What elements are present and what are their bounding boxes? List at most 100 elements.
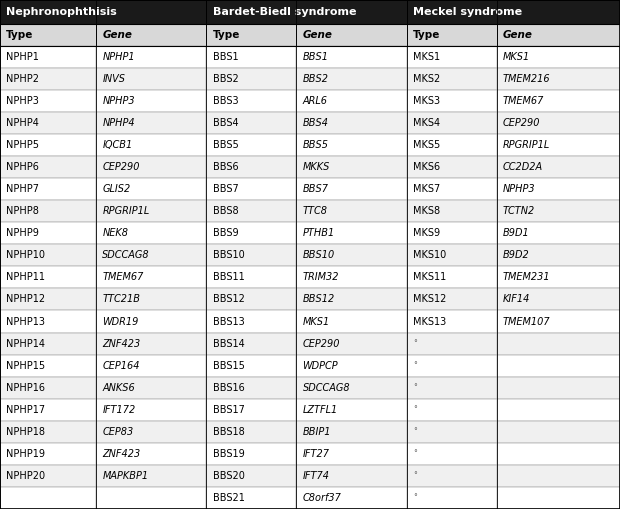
Text: BBS12: BBS12 [303,295,335,304]
Bar [407,487,497,509]
Text: RPGRIP1L: RPGRIP1L [102,206,149,216]
Text: Type: Type [413,30,440,40]
Text: BBS21: BBS21 [213,493,244,503]
Text: BBS5: BBS5 [213,140,239,150]
Bar [96,112,206,134]
Bar [407,399,497,421]
Text: BBS4: BBS4 [303,118,329,128]
Text: BBS2: BBS2 [303,74,329,84]
Bar [296,289,407,310]
Bar [497,46,620,68]
Bar [497,68,620,90]
Text: °: ° [413,405,417,414]
Text: NPHP9: NPHP9 [6,229,39,238]
Text: IFT74: IFT74 [303,471,330,481]
Text: GLIS2: GLIS2 [102,184,131,194]
Text: NPHP1: NPHP1 [102,52,135,62]
Text: MKS13: MKS13 [413,317,446,326]
Bar [407,112,497,134]
Text: CEP290: CEP290 [503,118,540,128]
Bar [296,244,407,266]
Text: C8orf37: C8orf37 [303,493,342,503]
Bar [497,487,620,509]
Text: B9D2: B9D2 [503,250,529,260]
Text: TRIM32: TRIM32 [303,272,339,282]
Bar [206,421,296,443]
Text: SDCCAG8: SDCCAG8 [303,383,350,392]
Text: MKS1: MKS1 [303,317,330,326]
Text: ZNF423: ZNF423 [102,338,141,349]
Text: BBS8: BBS8 [213,206,238,216]
Text: WDR19: WDR19 [102,317,139,326]
Bar [407,332,497,355]
Text: CC2D2A: CC2D2A [503,162,543,172]
Text: °: ° [413,339,417,348]
Bar [407,200,497,222]
Bar [0,465,96,487]
Text: BBIP1: BBIP1 [303,427,331,437]
Bar [497,377,620,399]
Bar [497,90,620,112]
Text: BBS12: BBS12 [213,295,244,304]
Text: NPHP2: NPHP2 [6,74,39,84]
Bar [206,134,296,156]
Bar [497,24,620,46]
Bar [296,222,407,244]
Bar [0,200,96,222]
Text: NPHP4: NPHP4 [6,118,39,128]
Text: Gene: Gene [303,30,332,40]
Bar [96,222,206,244]
Text: NEK8: NEK8 [102,229,128,238]
Bar [0,134,96,156]
Text: WDPCP: WDPCP [303,361,338,371]
Text: INVS: INVS [102,74,125,84]
Text: BBS10: BBS10 [303,250,335,260]
Text: BBS13: BBS13 [213,317,244,326]
Text: NPHP6: NPHP6 [6,162,39,172]
Text: MKS12: MKS12 [413,295,446,304]
Text: NPHP8: NPHP8 [6,206,39,216]
Bar [497,332,620,355]
Text: NPHP16: NPHP16 [6,383,45,392]
Bar [96,68,206,90]
Bar [296,68,407,90]
Bar [0,24,96,46]
Bar [206,310,296,332]
Bar [296,355,407,377]
Bar [497,200,620,222]
Text: BBS7: BBS7 [213,184,239,194]
Text: MKS1: MKS1 [413,52,440,62]
Text: MKS6: MKS6 [413,162,440,172]
Bar [407,244,497,266]
Text: NPHP20: NPHP20 [6,471,45,481]
Text: NPHP15: NPHP15 [6,361,45,371]
Bar [96,465,206,487]
Bar [497,156,620,178]
Bar [497,178,620,200]
Bar [407,421,497,443]
Text: PTHB1: PTHB1 [303,229,335,238]
Text: MKS10: MKS10 [413,250,446,260]
Bar [407,68,497,90]
Bar [407,134,497,156]
Bar [96,310,206,332]
Text: BBS17: BBS17 [213,405,244,415]
Bar [497,244,620,266]
Text: MKS1: MKS1 [503,52,530,62]
Text: °: ° [413,427,417,436]
Text: BBS2: BBS2 [213,74,239,84]
Bar [296,377,407,399]
Text: NPHP19: NPHP19 [6,449,45,459]
Bar [0,332,96,355]
Text: °: ° [413,493,417,502]
Text: BBS4: BBS4 [213,118,238,128]
Text: ZNF423: ZNF423 [102,449,141,459]
Text: TMEM107: TMEM107 [503,317,551,326]
Text: BBS6: BBS6 [213,162,238,172]
Bar [296,465,407,487]
Bar [206,200,296,222]
Bar [497,266,620,289]
Text: BBS9: BBS9 [213,229,238,238]
Bar [96,332,206,355]
Bar [407,178,497,200]
